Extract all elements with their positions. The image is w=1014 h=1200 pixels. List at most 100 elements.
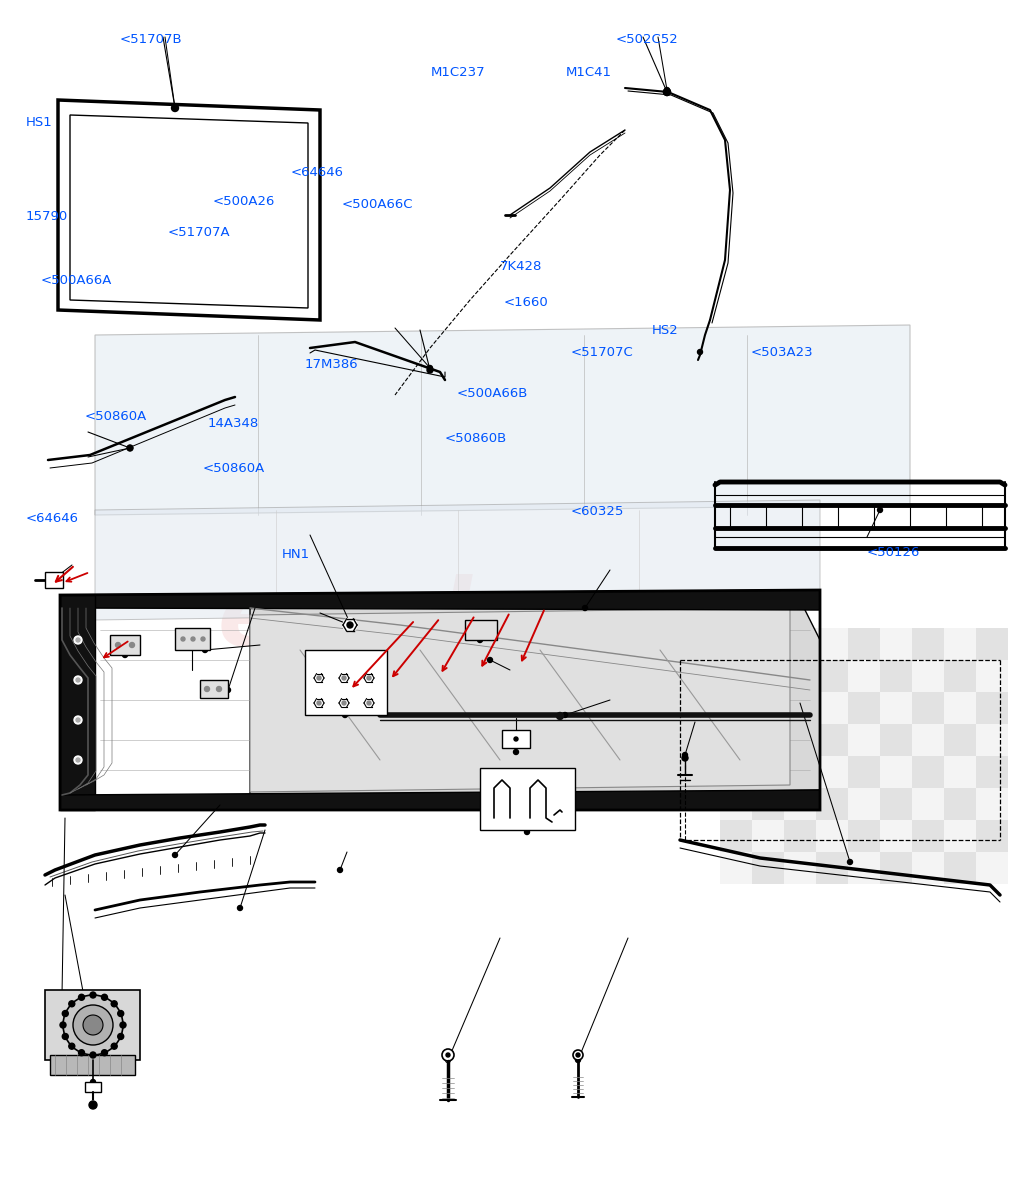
Bar — [848, 660, 880, 692]
Circle shape — [442, 1049, 454, 1061]
Bar — [848, 756, 880, 788]
Bar — [816, 692, 848, 724]
Circle shape — [74, 636, 82, 644]
Circle shape — [69, 1043, 75, 1049]
Bar — [45, 990, 140, 1060]
Circle shape — [76, 758, 80, 762]
Bar — [944, 692, 976, 724]
Bar — [50, 1055, 135, 1075]
Circle shape — [237, 906, 242, 911]
Text: <500A26: <500A26 — [213, 196, 276, 208]
Circle shape — [89, 1102, 97, 1109]
Bar — [720, 852, 752, 884]
Circle shape — [120, 1022, 126, 1028]
Bar — [912, 788, 944, 820]
Circle shape — [60, 1022, 66, 1028]
Bar — [816, 724, 848, 756]
Circle shape — [314, 673, 324, 683]
Polygon shape — [250, 608, 790, 792]
Circle shape — [123, 653, 128, 658]
Circle shape — [877, 508, 882, 512]
Circle shape — [427, 367, 433, 373]
Circle shape — [557, 713, 564, 720]
Bar — [784, 660, 816, 692]
Bar — [720, 660, 752, 692]
Bar — [752, 660, 784, 692]
Bar — [944, 788, 976, 820]
Bar — [848, 692, 880, 724]
Bar — [976, 820, 1008, 852]
Circle shape — [90, 1080, 95, 1085]
Circle shape — [446, 1054, 450, 1057]
Circle shape — [74, 716, 82, 724]
Bar — [85, 1082, 101, 1092]
Circle shape — [101, 995, 107, 1001]
Bar — [720, 724, 752, 756]
Bar — [944, 820, 976, 852]
Text: <50860B: <50860B — [444, 432, 506, 444]
Circle shape — [339, 698, 349, 708]
Bar — [784, 692, 816, 724]
Bar — [752, 820, 784, 852]
Text: <500A66A: <500A66A — [41, 275, 112, 287]
Circle shape — [367, 676, 371, 680]
Circle shape — [513, 750, 518, 755]
Bar — [912, 756, 944, 788]
Bar — [752, 692, 784, 724]
Bar — [976, 788, 1008, 820]
Bar — [848, 852, 880, 884]
Bar — [976, 852, 1008, 884]
Bar — [912, 852, 944, 884]
Circle shape — [90, 1043, 95, 1048]
Circle shape — [314, 698, 324, 708]
Bar — [848, 788, 880, 820]
Bar — [816, 756, 848, 788]
Circle shape — [118, 1033, 124, 1039]
Bar — [880, 724, 912, 756]
Bar — [880, 788, 912, 820]
Bar — [976, 628, 1008, 660]
Bar — [880, 852, 912, 884]
Circle shape — [364, 698, 374, 708]
Circle shape — [112, 1001, 118, 1007]
Circle shape — [116, 642, 121, 648]
Text: <502C52: <502C52 — [615, 34, 678, 46]
Bar — [976, 756, 1008, 788]
Bar — [944, 724, 976, 756]
Circle shape — [171, 104, 178, 112]
Polygon shape — [95, 325, 910, 515]
Text: <50126: <50126 — [867, 546, 921, 558]
Bar — [175, 628, 210, 650]
Bar — [912, 660, 944, 692]
Bar — [944, 756, 976, 788]
Circle shape — [428, 366, 433, 371]
Circle shape — [225, 688, 230, 692]
Circle shape — [317, 676, 321, 680]
Text: 17M386: 17M386 — [304, 359, 358, 371]
Text: 14A348: 14A348 — [208, 418, 260, 430]
Text: HS2: HS2 — [652, 324, 678, 336]
Bar — [816, 852, 848, 884]
Circle shape — [343, 713, 348, 718]
Bar — [880, 820, 912, 852]
Circle shape — [582, 606, 587, 611]
Circle shape — [338, 868, 343, 872]
Text: HS1: HS1 — [25, 116, 52, 128]
Circle shape — [367, 701, 371, 704]
Circle shape — [112, 1043, 118, 1049]
Text: parts: parts — [514, 668, 646, 712]
Circle shape — [89, 1102, 97, 1109]
Bar — [752, 852, 784, 884]
Circle shape — [63, 995, 123, 1055]
Circle shape — [217, 686, 221, 691]
Circle shape — [664, 88, 669, 92]
Bar — [848, 628, 880, 660]
Bar — [720, 820, 752, 852]
Circle shape — [573, 1050, 583, 1060]
Bar — [848, 820, 880, 852]
Bar — [784, 852, 816, 884]
Circle shape — [76, 718, 80, 722]
Bar — [880, 628, 912, 660]
Circle shape — [53, 576, 58, 581]
Circle shape — [347, 622, 353, 628]
